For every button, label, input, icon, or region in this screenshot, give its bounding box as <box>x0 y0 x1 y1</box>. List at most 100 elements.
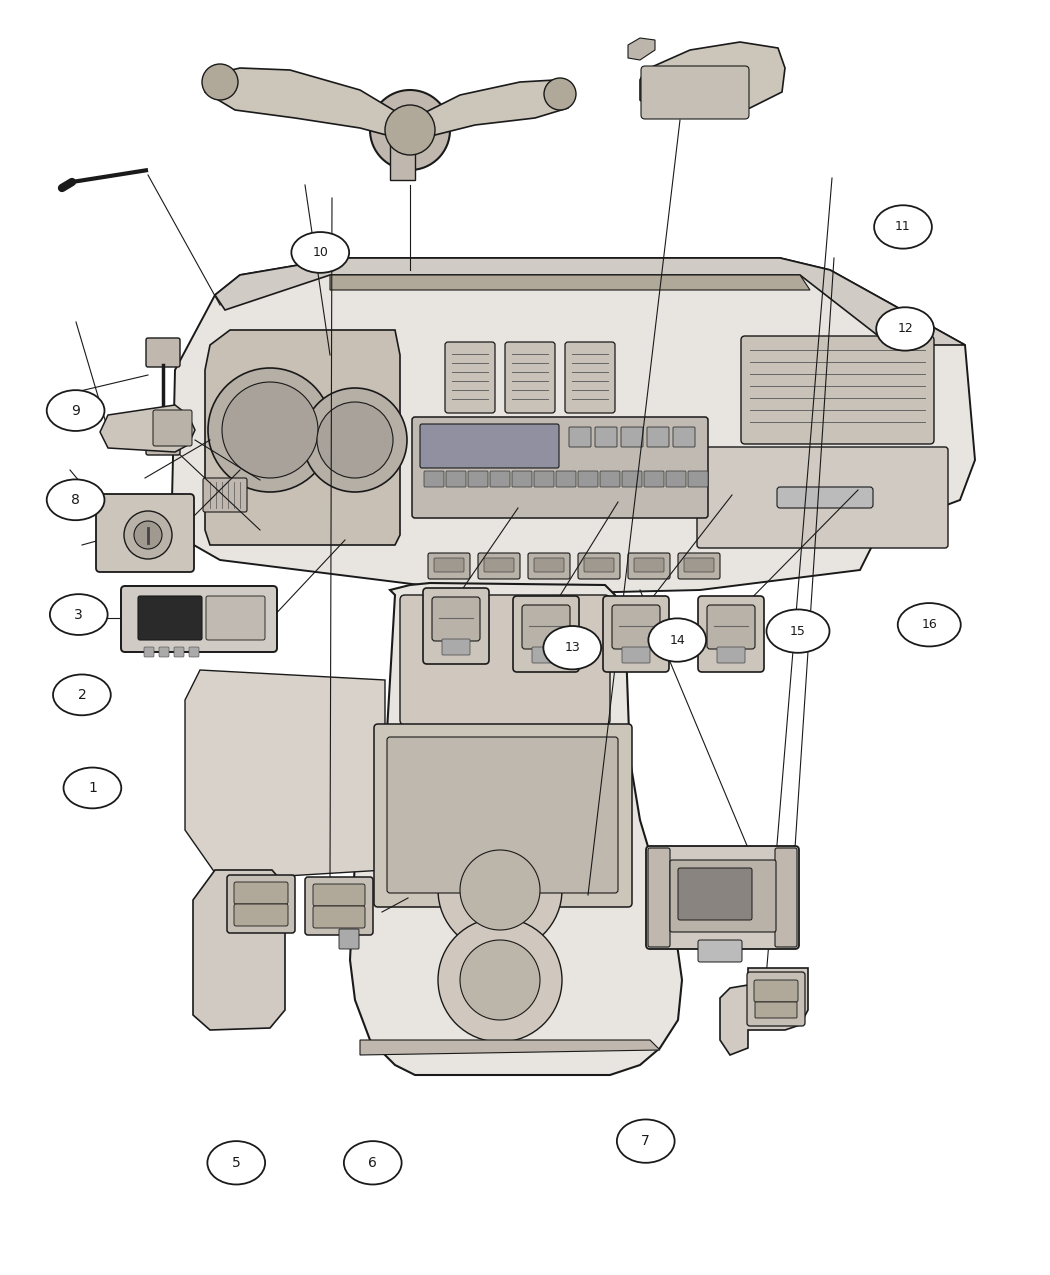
FancyBboxPatch shape <box>505 342 555 413</box>
Ellipse shape <box>617 1119 674 1163</box>
FancyBboxPatch shape <box>146 338 180 367</box>
FancyBboxPatch shape <box>174 646 184 657</box>
FancyBboxPatch shape <box>234 882 288 904</box>
FancyBboxPatch shape <box>595 427 617 448</box>
Polygon shape <box>330 275 810 289</box>
Text: 2: 2 <box>78 688 86 701</box>
Polygon shape <box>185 669 385 880</box>
Ellipse shape <box>898 603 961 646</box>
FancyBboxPatch shape <box>603 595 669 672</box>
Circle shape <box>544 78 576 110</box>
FancyBboxPatch shape <box>490 470 510 487</box>
FancyBboxPatch shape <box>420 425 559 468</box>
FancyBboxPatch shape <box>532 646 560 663</box>
Text: 11: 11 <box>895 221 911 233</box>
Circle shape <box>460 940 540 1020</box>
FancyBboxPatch shape <box>600 470 620 487</box>
FancyBboxPatch shape <box>673 427 695 448</box>
FancyBboxPatch shape <box>698 595 764 672</box>
Circle shape <box>385 105 435 156</box>
FancyBboxPatch shape <box>121 586 277 652</box>
Text: 6: 6 <box>369 1156 377 1169</box>
Polygon shape <box>215 258 965 346</box>
Circle shape <box>208 368 332 492</box>
FancyBboxPatch shape <box>428 553 470 579</box>
FancyBboxPatch shape <box>628 553 670 579</box>
FancyBboxPatch shape <box>400 595 610 725</box>
FancyBboxPatch shape <box>666 470 686 487</box>
Polygon shape <box>628 38 655 60</box>
Text: 8: 8 <box>71 493 80 506</box>
FancyBboxPatch shape <box>670 861 776 932</box>
Polygon shape <box>640 42 785 119</box>
FancyBboxPatch shape <box>339 929 359 949</box>
Text: 14: 14 <box>670 634 685 646</box>
FancyBboxPatch shape <box>612 606 660 649</box>
FancyBboxPatch shape <box>227 875 295 933</box>
Ellipse shape <box>544 626 601 669</box>
Text: 16: 16 <box>922 618 937 631</box>
FancyBboxPatch shape <box>556 470 576 487</box>
Polygon shape <box>720 968 808 1054</box>
Ellipse shape <box>649 618 706 662</box>
FancyBboxPatch shape <box>741 337 934 444</box>
FancyBboxPatch shape <box>621 427 643 448</box>
FancyBboxPatch shape <box>153 411 192 446</box>
FancyBboxPatch shape <box>432 597 480 641</box>
FancyBboxPatch shape <box>640 66 749 119</box>
FancyBboxPatch shape <box>678 868 752 921</box>
FancyBboxPatch shape <box>707 606 755 649</box>
FancyBboxPatch shape <box>468 470 488 487</box>
Polygon shape <box>193 870 285 1030</box>
Text: 3: 3 <box>75 608 83 621</box>
FancyBboxPatch shape <box>688 470 708 487</box>
Circle shape <box>202 64 238 99</box>
FancyBboxPatch shape <box>578 553 619 579</box>
Polygon shape <box>350 583 682 1075</box>
Ellipse shape <box>292 232 349 273</box>
FancyBboxPatch shape <box>717 646 746 663</box>
FancyBboxPatch shape <box>412 417 708 518</box>
Circle shape <box>222 382 318 478</box>
FancyBboxPatch shape <box>478 553 520 579</box>
FancyBboxPatch shape <box>754 980 798 1002</box>
Ellipse shape <box>344 1141 401 1184</box>
Polygon shape <box>205 68 410 140</box>
FancyBboxPatch shape <box>513 595 579 672</box>
FancyBboxPatch shape <box>747 972 805 1026</box>
FancyBboxPatch shape <box>159 646 169 657</box>
Polygon shape <box>172 258 975 595</box>
FancyBboxPatch shape <box>424 470 444 487</box>
FancyBboxPatch shape <box>484 558 514 572</box>
Ellipse shape <box>52 674 111 715</box>
Text: 5: 5 <box>232 1156 240 1169</box>
FancyBboxPatch shape <box>234 904 288 926</box>
FancyBboxPatch shape <box>512 470 532 487</box>
Ellipse shape <box>208 1141 265 1184</box>
FancyBboxPatch shape <box>565 342 615 413</box>
Ellipse shape <box>46 390 104 431</box>
Polygon shape <box>410 80 570 140</box>
Text: 9: 9 <box>71 404 80 417</box>
FancyBboxPatch shape <box>313 907 365 928</box>
FancyBboxPatch shape <box>622 646 650 663</box>
FancyBboxPatch shape <box>698 940 742 963</box>
FancyBboxPatch shape <box>304 877 373 935</box>
FancyBboxPatch shape <box>777 487 873 507</box>
Circle shape <box>438 918 562 1042</box>
FancyBboxPatch shape <box>584 558 614 572</box>
FancyBboxPatch shape <box>189 646 200 657</box>
FancyBboxPatch shape <box>684 558 714 572</box>
Ellipse shape <box>50 594 107 635</box>
Text: 10: 10 <box>312 246 329 259</box>
FancyBboxPatch shape <box>138 595 202 640</box>
Ellipse shape <box>874 205 932 249</box>
Polygon shape <box>100 405 195 453</box>
FancyBboxPatch shape <box>442 639 470 655</box>
Circle shape <box>460 850 540 929</box>
FancyBboxPatch shape <box>313 884 365 907</box>
FancyBboxPatch shape <box>445 342 495 413</box>
FancyBboxPatch shape <box>206 595 265 640</box>
Circle shape <box>370 91 450 170</box>
Text: 12: 12 <box>897 323 914 335</box>
